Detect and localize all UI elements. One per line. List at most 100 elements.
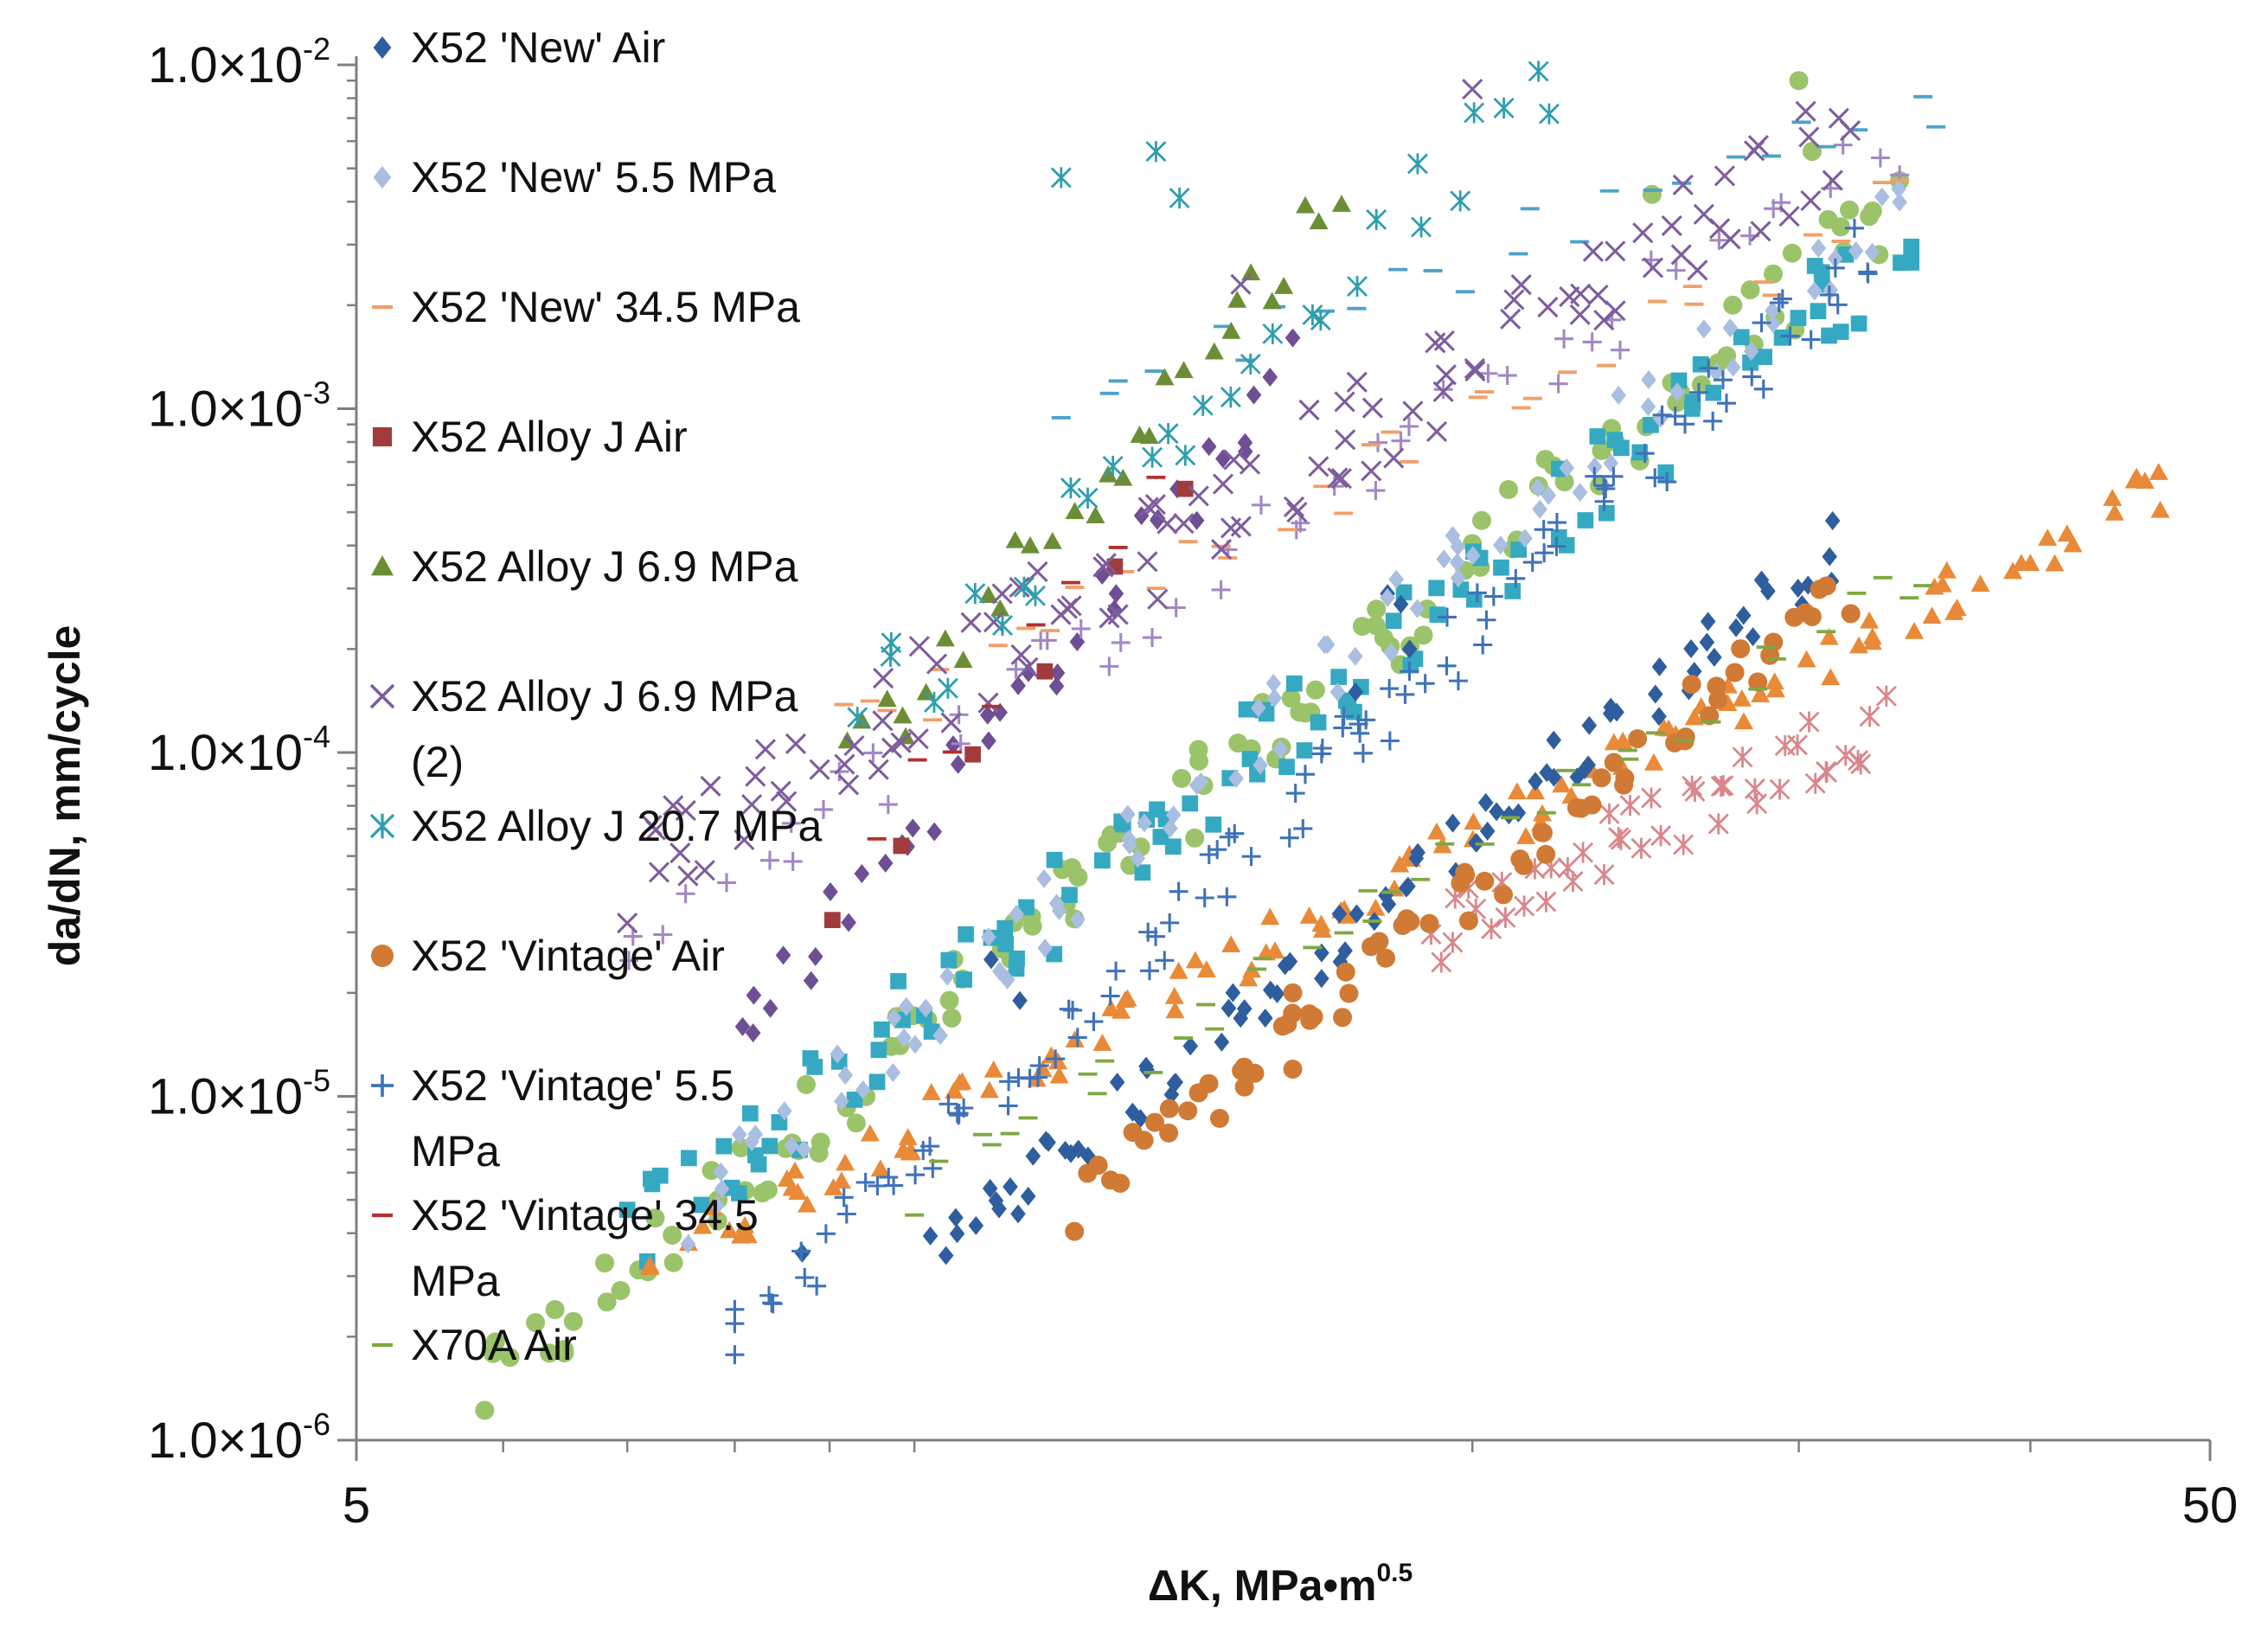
data-point (1635, 444, 1655, 464)
data-point (725, 1345, 745, 1365)
data-point (1925, 577, 1944, 595)
data-point (1903, 254, 1920, 271)
data-point (922, 1226, 939, 1246)
data-point (1168, 1073, 1183, 1092)
data-point (1061, 887, 1078, 903)
data-point (1210, 539, 1233, 561)
data-point (731, 1185, 747, 1201)
data-point (1099, 464, 1118, 483)
data-point (693, 1216, 713, 1234)
data-point (1295, 765, 1315, 785)
data-point (990, 599, 1010, 617)
legend-label: X52 Alloy J 6.9 MPa (411, 542, 798, 591)
data-point (1707, 647, 1722, 667)
data-point (999, 970, 1015, 990)
data-point (1230, 273, 1252, 295)
data-point (1493, 97, 1515, 119)
data-point (784, 1136, 799, 1156)
data-point (1611, 386, 1627, 406)
data-point (1500, 308, 1522, 330)
data-point (1346, 371, 1368, 393)
data-point (834, 753, 855, 775)
data-point (1514, 855, 1534, 875)
data-point (1142, 446, 1163, 468)
data-point (926, 653, 948, 675)
data-point (526, 1313, 546, 1333)
data-point (798, 1195, 817, 1213)
data-point (1169, 187, 1190, 209)
legend-marker (371, 555, 394, 576)
data-point (1722, 318, 1739, 338)
legend-item: X52 'New' Air (373, 23, 665, 72)
data-point (1253, 755, 1268, 775)
data-point (896, 1028, 912, 1047)
data-point (1713, 775, 1734, 797)
data-point (1537, 297, 1559, 318)
data-point (809, 759, 830, 780)
data-point (1670, 244, 1692, 266)
data-point (1212, 473, 1234, 495)
data-point (881, 632, 902, 654)
data-point (1493, 559, 1509, 576)
data-point (1547, 513, 1566, 533)
data-point (1172, 768, 1192, 788)
data-point (870, 1159, 890, 1177)
data-point (1149, 801, 1165, 818)
legend-label: X52 'New' Air (411, 23, 665, 72)
data-point (1435, 364, 1457, 386)
data-point (663, 1252, 683, 1272)
data-point (1471, 510, 1491, 530)
data-point (1661, 215, 1682, 237)
data-point (918, 998, 934, 1018)
data-point (1331, 195, 1351, 212)
data-point (1092, 1034, 1112, 1051)
series-x52-vintage-34-5-mpa (867, 475, 1166, 841)
data-point (954, 1098, 974, 1118)
data-point (898, 996, 914, 1016)
data-point (1199, 845, 1219, 864)
data-point (1225, 983, 1241, 1003)
data-point (1185, 828, 1205, 848)
y-axis-title: da/dN, mm/cycle (41, 625, 89, 967)
data-point (1106, 558, 1124, 575)
data-point (783, 851, 803, 871)
data-point (942, 1008, 962, 1028)
data-point (1666, 260, 1686, 280)
data-point (935, 629, 955, 647)
data-point (1751, 685, 1771, 702)
data-point (1765, 314, 1781, 334)
data-point (720, 1220, 740, 1239)
data-point (908, 636, 930, 657)
data-point (1139, 1060, 1155, 1079)
data-point (1334, 707, 1354, 727)
data-point (1143, 628, 1162, 648)
data-point (1534, 520, 1554, 540)
data-point (1538, 103, 1560, 125)
data-point (1725, 357, 1741, 377)
data-point (1279, 828, 1299, 848)
data-point (1050, 167, 1072, 189)
series-x52-new-5-5-mpa (680, 179, 1907, 1254)
data-point (1008, 960, 1025, 977)
data-point (1740, 280, 1760, 300)
data-point (1844, 218, 1864, 238)
legend-marker (371, 1074, 394, 1097)
data-point (1278, 759, 1295, 775)
data-point (1327, 467, 1349, 489)
data-point (1535, 891, 1557, 913)
data-point (1298, 399, 1320, 421)
data-point (1093, 852, 1111, 869)
data-point (863, 743, 883, 763)
data-point (1400, 662, 1419, 682)
data-point (846, 1113, 866, 1133)
data-point (1465, 546, 1481, 566)
data-point (1029, 1056, 1049, 1075)
data-point (1714, 165, 1735, 187)
data-point (1335, 429, 1356, 451)
data-point (1111, 632, 1131, 652)
data-point (1020, 1187, 1036, 1207)
data-point (1547, 536, 1566, 556)
legend-label-continuation: (2) (411, 738, 464, 786)
data-point (618, 1201, 636, 1219)
